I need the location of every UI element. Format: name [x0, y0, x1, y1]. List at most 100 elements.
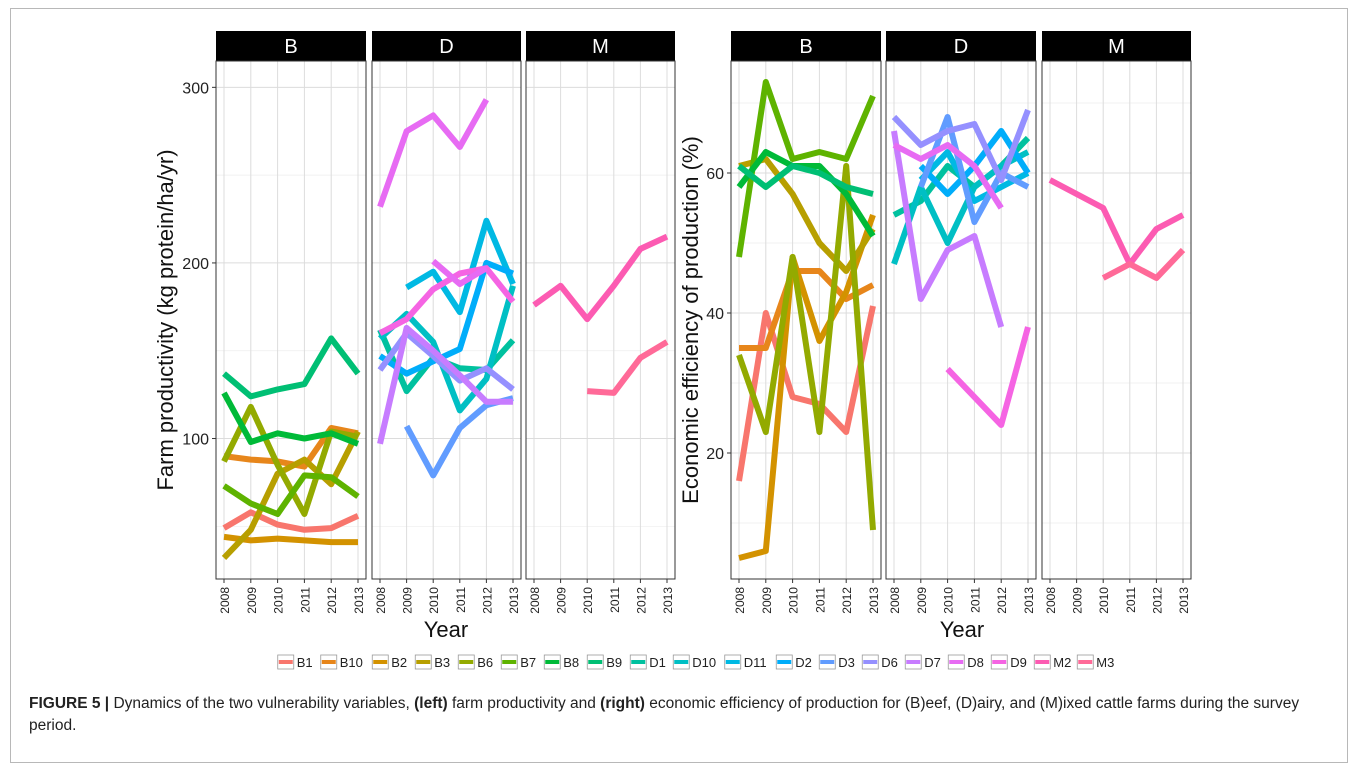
panel-border [1041, 60, 1192, 580]
legend-label: M3 [1096, 655, 1114, 670]
legend-item-B9: B9 [586, 654, 622, 670]
legend-item-D11: D11 [724, 654, 767, 670]
legend-label: D2 [795, 655, 812, 670]
x-tick-label: 2010 [1097, 587, 1111, 614]
facet-strip-label: M [592, 36, 609, 58]
legend-label: D10 [692, 655, 716, 670]
x-tick-label: 2009 [245, 587, 259, 614]
panel-border [730, 60, 882, 580]
series-line-M2 [532, 233, 669, 323]
series-line-D7 [377, 324, 513, 445]
legend-label: B7 [520, 655, 536, 670]
x-tick-label: 2013 [1022, 587, 1036, 614]
figure-frame: B 2008 2009 2010 2011 2012 2013 D 2008 2009 2010 20… [10, 8, 1348, 763]
legend-item-D2: D2 [775, 654, 812, 670]
x-tick-label: 2013 [352, 587, 366, 614]
chart-farm-productivity: B 2008 2009 2010 2011 2012 2013 D 2008 2009 2010 20… [153, 31, 676, 642]
legend-item-M2: M2 [1033, 654, 1071, 670]
series-line-B6 [736, 163, 876, 531]
legend-item-D6: D6 [861, 654, 898, 670]
x-tick-label: 2008 [218, 587, 232, 614]
x-tick-label: 2008 [888, 587, 902, 614]
series-line-B2 [223, 533, 358, 546]
x-tick-label: 2011 [454, 587, 468, 613]
legend-label: D6 [881, 655, 898, 670]
x-tick-label: 2011 [813, 587, 827, 613]
panel-background [1042, 61, 1191, 579]
legend-item-B6: B6 [457, 654, 493, 670]
legend-label: D8 [967, 655, 984, 670]
series-line-D6 [891, 108, 1031, 183]
y-axis-title: Farm productivity (kg protein/ha/yr) [153, 149, 178, 490]
caption-right: (right) [600, 695, 645, 712]
series-line-D11 [918, 149, 1030, 204]
panel-border [371, 60, 522, 580]
facet-panel-M: M 2008 2009 2010 2011 2012 2013 [1041, 31, 1192, 614]
legend-label: D9 [1010, 655, 1027, 670]
series-line-D3 [917, 114, 1030, 225]
facet-panel-B: B 2008 2009 2010 2011 2012 2013 [730, 31, 882, 614]
chart-economic-efficiency: B 2008 2009 2010 2011 2012 2013 D 2008 2009 2010 20… [678, 31, 1192, 642]
legend-item-B2: B2 [371, 654, 407, 670]
series-line-D8 [892, 142, 1004, 210]
facet-panel-M: M 2008 2009 2010 2011 2012 2013 [525, 31, 676, 614]
legend-item-M3: M3 [1076, 654, 1114, 670]
legend-item-B7: B7 [500, 654, 536, 670]
legend-label: B3 [434, 655, 450, 670]
legend-label: B6 [477, 655, 493, 670]
facet-panel-D: D 2008 2009 2010 2011 2012 2013 [885, 31, 1037, 614]
x-tick-label: 2008 [733, 587, 747, 614]
facet-strip [526, 31, 675, 61]
caption-left: (left) [414, 695, 448, 712]
series-line-B8 [736, 149, 876, 238]
legend-item-D3: D3 [818, 654, 855, 670]
x-tick-label: 2013 [867, 587, 881, 614]
x-tick-label: 2011 [298, 587, 312, 613]
legend-item-B8: B8 [543, 654, 579, 670]
legend-label: B10 [340, 655, 363, 670]
y-tick-label: 200 [182, 256, 209, 273]
facet-strip-label: D [439, 36, 453, 58]
x-axis-title: Year [940, 617, 984, 642]
series-line-B2 [738, 214, 876, 561]
x-tick-label: 2008 [528, 587, 542, 614]
x-tick-label: 2010 [427, 587, 441, 614]
panel-border [525, 60, 676, 580]
y-tick-label: 300 [182, 80, 209, 97]
x-tick-label: 2012 [840, 587, 854, 614]
series-line-B9 [222, 335, 361, 400]
x-tick-label: 2008 [1044, 587, 1058, 614]
legend-item-B1: B1 [277, 654, 313, 670]
x-tick-label: 2012 [995, 587, 1009, 614]
y-tick-label: 100 [182, 432, 209, 449]
facet-panel-B: B 2008 2009 2010 2011 2012 2013 [215, 31, 367, 614]
x-tick-label: 2009 [760, 587, 774, 614]
x-axis-title: Year [424, 617, 468, 642]
legend: B1 B10 B2 B3 B6 B7 B8 B9 D1 D10 D11 D2 D3 D6 D7 D8 D9 M2 M… [277, 654, 1114, 670]
facet-strip-label: B [284, 36, 297, 58]
legend-item-D9: D9 [990, 654, 1027, 670]
panel-border [215, 60, 367, 580]
legend-label: B2 [391, 655, 407, 670]
legend-label: D7 [924, 655, 941, 670]
series-line-D2 [378, 259, 515, 377]
y-axis-title: Economic efficiency of production (%) [678, 136, 703, 504]
x-tick-label: 2011 [968, 587, 982, 613]
caption-label: FIGURE 5 | [29, 695, 110, 712]
series-line-D10 [377, 284, 516, 414]
x-tick-label: 2012 [634, 587, 648, 614]
x-tick-label: 2008 [374, 587, 388, 614]
legend-item-B3: B3 [414, 654, 450, 670]
series-line-D9 [378, 265, 516, 336]
faceted-line-charts: B 2008 2009 2010 2011 2012 2013 D 2008 2009 2010 20… [153, 31, 1192, 670]
series-line-B7 [736, 79, 876, 258]
legend-label: D1 [649, 655, 666, 670]
facet-strip [1042, 31, 1191, 61]
legend-label: D11 [744, 655, 767, 670]
panel-background [216, 61, 366, 579]
facet-strip [372, 31, 521, 61]
legend-item-B10: B10 [320, 654, 363, 670]
series-line-B1 [736, 305, 876, 482]
x-tick-label: 2009 [401, 587, 415, 614]
x-tick-label: 2009 [1071, 587, 1085, 614]
